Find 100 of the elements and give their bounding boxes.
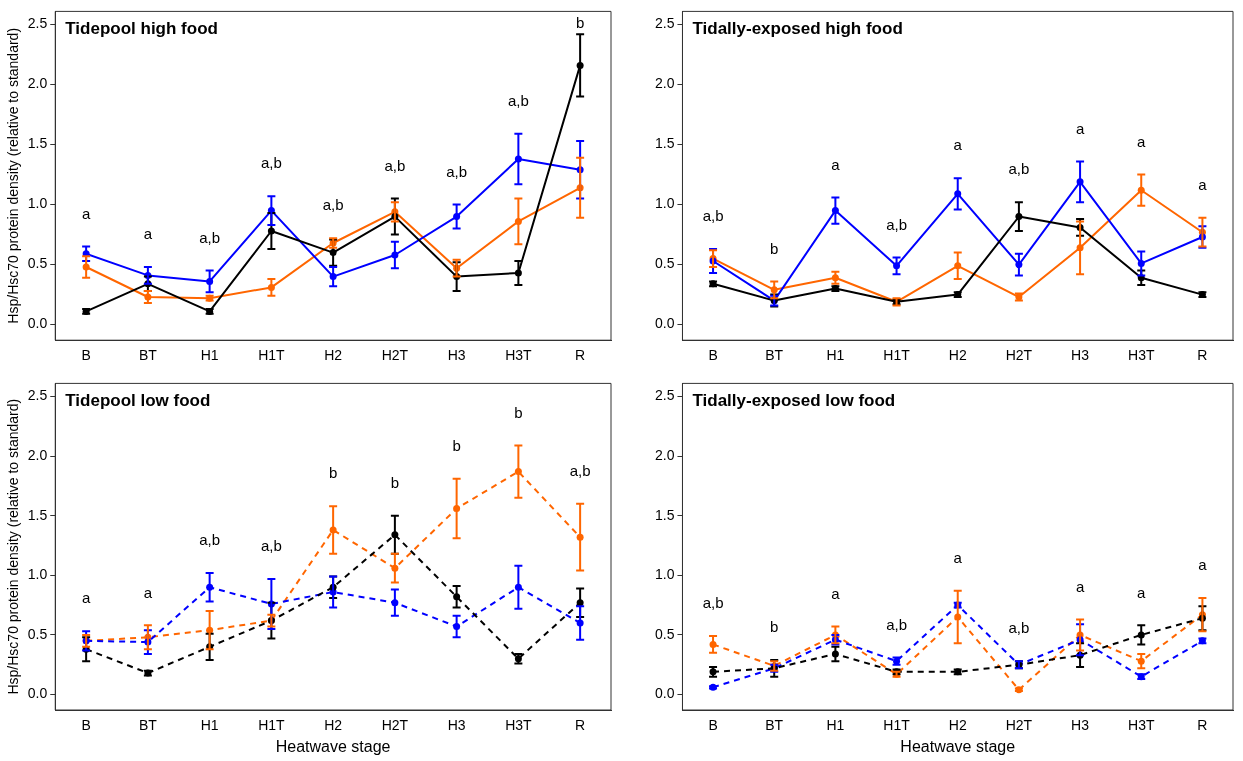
y-tick-label: 1.0: [654, 566, 675, 583]
x-tick-label: BT: [765, 347, 784, 364]
x-tick-label: H1: [200, 347, 219, 364]
y-tick-label: 0.5: [654, 625, 675, 642]
y-axis-title: Hsp/Hsc70 protein density (relative to standard): [5, 398, 22, 695]
x-tick-label: H2T: [381, 717, 409, 734]
annotation: a,b: [199, 531, 221, 549]
annotation: a,b: [260, 154, 282, 172]
annotation: a: [953, 136, 963, 154]
annotation: a,b: [199, 228, 221, 246]
y-tick-label: 0.5: [654, 255, 675, 272]
y-tick-label: 1.0: [654, 195, 675, 212]
x-tick-label: H2T: [1005, 717, 1033, 734]
x-tick-label: H3: [1071, 347, 1090, 364]
x-tick-label: H3: [447, 347, 466, 364]
x-tick-label: B: [708, 347, 718, 364]
x-tick-label: H1: [826, 347, 845, 364]
annotation: a: [831, 155, 841, 173]
y-tick-label: 1.0: [27, 566, 48, 583]
annotation: a: [831, 584, 841, 602]
x-tick-label: H2T: [1005, 347, 1033, 364]
x-tick-label: H2: [948, 347, 967, 364]
annotation: b: [452, 436, 461, 454]
annotation: a,b: [569, 461, 591, 479]
x-tick-label: BT: [138, 717, 158, 734]
x-axis-title: Heatwave stage: [275, 737, 391, 755]
y-tick-label: 0.0: [654, 685, 675, 702]
y-axis-title: Hsp/Hsc70 protein density (relative to standard): [5, 27, 22, 324]
annotation: a: [1137, 132, 1147, 150]
annotation: a,b: [702, 207, 724, 225]
y-tick-label: 2.0: [27, 75, 48, 92]
y-tick-label: 2.0: [654, 446, 675, 463]
annotation: a,b: [260, 537, 282, 555]
chart-title: Tidally-exposed high food: [692, 18, 903, 38]
y-tick-label: 0.5: [27, 255, 48, 272]
x-tick-label: H2: [324, 717, 343, 734]
x-tick-label: H1: [200, 717, 219, 734]
x-tick-label: R: [1197, 347, 1208, 364]
x-tick-label: H1T: [258, 347, 286, 364]
annotation: a: [143, 225, 153, 243]
annotation: b: [514, 403, 523, 421]
x-tick-label: BT: [765, 717, 784, 734]
y-tick-label: 0.0: [654, 315, 675, 332]
annotation: a,b: [886, 215, 907, 233]
y-tick-label: 1.0: [27, 195, 48, 212]
annotation: a: [1075, 577, 1085, 595]
x-tick-label: BT: [138, 347, 158, 364]
x-axis-title: Heatwave stage: [900, 737, 1016, 755]
x-tick-label: R: [575, 347, 586, 364]
y-tick-label: 2.5: [27, 15, 48, 32]
y-tick-label: 1.5: [27, 135, 48, 152]
annotation: a: [953, 548, 963, 566]
annotation: a: [1137, 583, 1147, 601]
x-tick-label: H3T: [505, 717, 533, 734]
y-tick-label: 2.5: [654, 15, 675, 32]
y-tick-label: 2.5: [27, 387, 48, 404]
annotation: b: [328, 464, 338, 482]
annotation: a: [1198, 556, 1208, 574]
x-tick-label: B: [708, 717, 718, 734]
y-tick-label: 2.0: [27, 446, 48, 463]
y-tick-label: 0.5: [27, 625, 48, 642]
x-tick-label: H3T: [1128, 347, 1155, 364]
x-tick-label: B: [81, 347, 91, 364]
chart-title: Tidepool low food: [65, 390, 211, 410]
annotation: b: [390, 473, 400, 491]
annotation: a: [81, 204, 91, 222]
y-tick-label: 0.0: [27, 315, 48, 332]
y-tick-label: 1.5: [27, 506, 48, 523]
annotation: a: [81, 589, 91, 607]
x-tick-label: H3: [1071, 717, 1090, 734]
annotation: a,b: [384, 156, 406, 174]
x-tick-label: R: [575, 717, 586, 734]
y-tick-label: 2.5: [654, 387, 675, 404]
annotation: b: [575, 13, 585, 31]
x-tick-label: H1T: [883, 717, 911, 734]
annotation: a,b: [446, 162, 468, 180]
x-tick-label: H2: [324, 347, 343, 364]
y-tick-label: 2.0: [654, 75, 675, 92]
x-tick-label: H3T: [505, 347, 533, 364]
annotation: a: [143, 583, 153, 601]
annotation: a,b: [886, 615, 907, 633]
annotation: a,b: [1008, 160, 1030, 178]
y-tick-label: 0.0: [27, 685, 48, 702]
annotation: a,b: [702, 594, 724, 612]
y-tick-label: 1.5: [654, 135, 675, 152]
annotation: a,b: [1008, 619, 1030, 637]
x-tick-label: H2: [948, 717, 967, 734]
x-tick-label: H1T: [883, 347, 911, 364]
annotation: a: [1075, 119, 1085, 137]
x-tick-label: H1: [826, 717, 845, 734]
x-tick-label: B: [81, 717, 91, 734]
annotation: b: [770, 239, 779, 257]
annotation: a,b: [322, 196, 344, 214]
x-tick-label: H2T: [381, 347, 409, 364]
annotation: a: [1198, 175, 1208, 193]
annotation: a,b: [507, 91, 529, 109]
annotation: b: [770, 618, 779, 636]
y-tick-label: 1.5: [654, 506, 675, 523]
chart-title: Tidepool high food: [65, 18, 218, 38]
x-tick-label: R: [1197, 717, 1208, 734]
